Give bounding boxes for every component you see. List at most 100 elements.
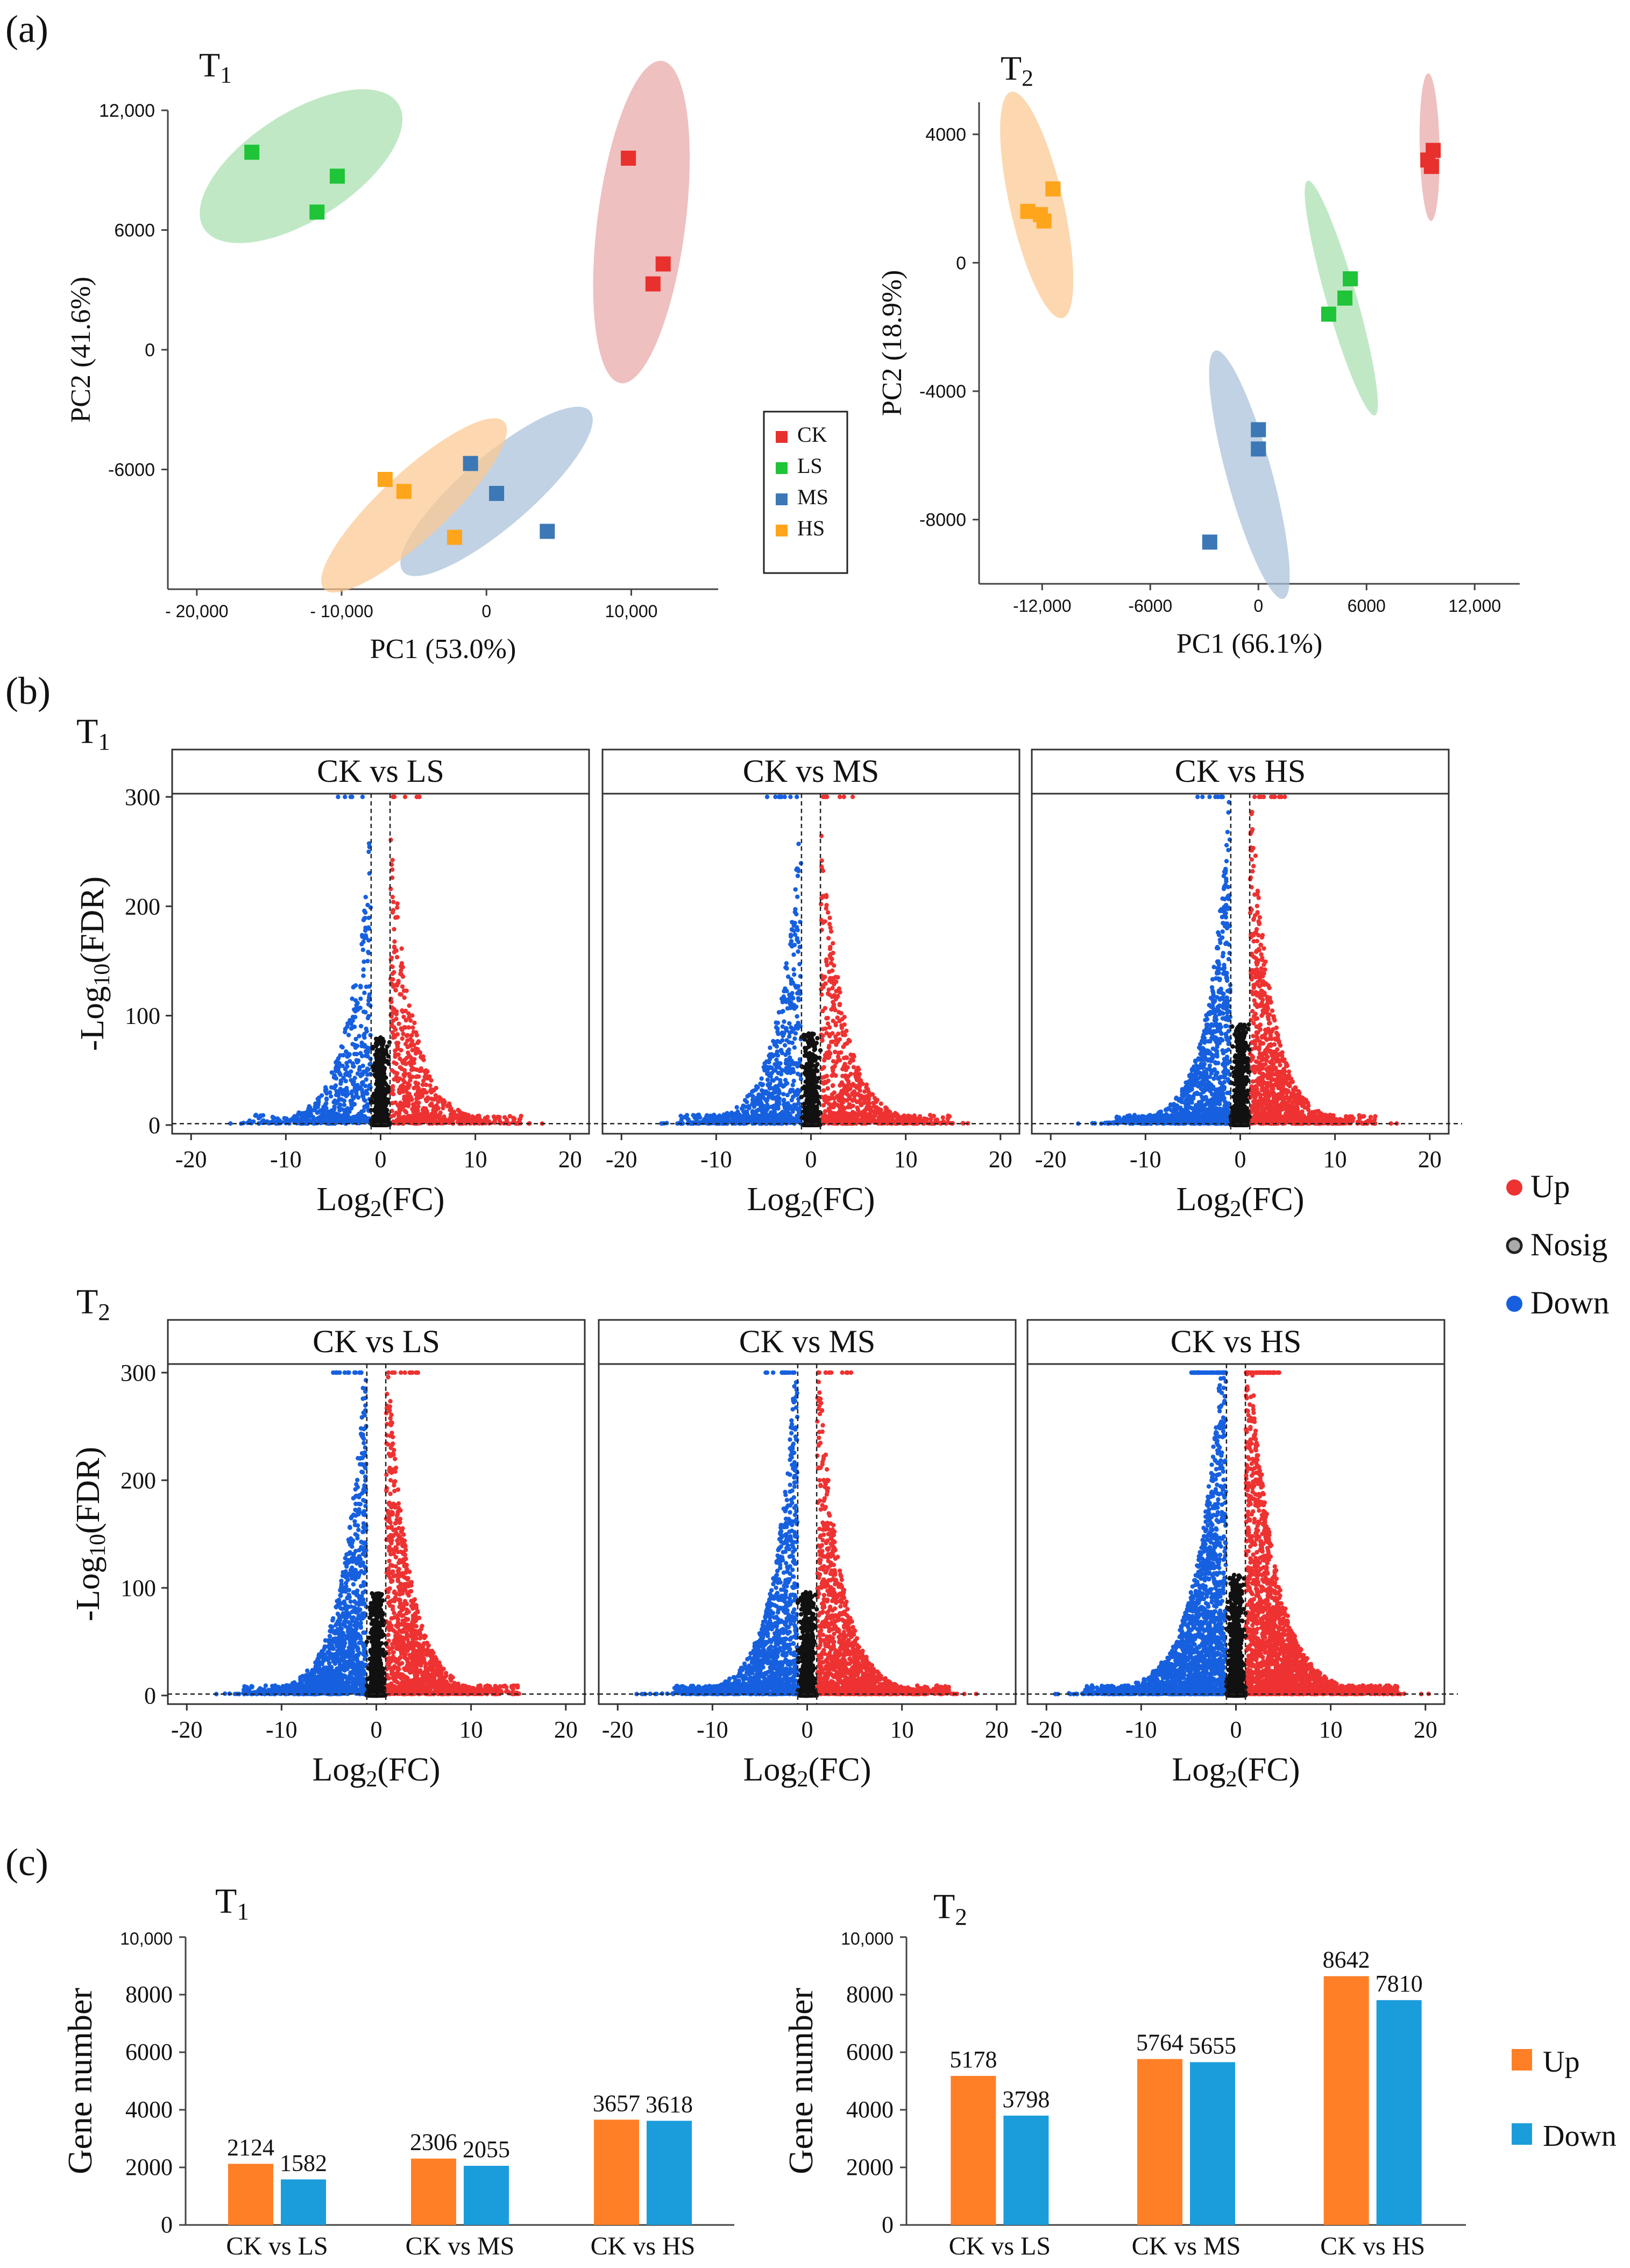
up-gene-point bbox=[396, 978, 401, 984]
down-gene-point bbox=[722, 1119, 727, 1124]
x-tick-label: 0 bbox=[481, 602, 491, 621]
up-gene-point bbox=[1250, 869, 1255, 874]
up-gene-point bbox=[409, 1033, 414, 1038]
down-gene-point bbox=[344, 1086, 349, 1091]
up-gene-point bbox=[841, 1044, 846, 1049]
pca-title: T1 bbox=[199, 46, 232, 88]
text-part: T bbox=[76, 712, 98, 751]
down-gene-point bbox=[349, 1098, 355, 1104]
down-gene-point bbox=[345, 1070, 350, 1075]
up-gene-point bbox=[823, 1026, 828, 1031]
up-gene-point bbox=[826, 936, 831, 941]
y-tick-label: 12,000 bbox=[99, 101, 155, 121]
nosig-gene-point bbox=[384, 1112, 388, 1118]
up-gene-point bbox=[411, 1029, 416, 1035]
panel-label-b: (b) bbox=[5, 669, 51, 712]
nosig-gene-point bbox=[805, 1064, 810, 1069]
up-gene-point bbox=[871, 1100, 876, 1106]
up-gene-point bbox=[395, 1071, 400, 1076]
up-gene-point bbox=[391, 1018, 396, 1023]
sample-point-MS bbox=[489, 486, 505, 501]
down-gene-point bbox=[363, 910, 368, 915]
down-gene-point bbox=[363, 915, 367, 921]
up-gene-point bbox=[402, 794, 408, 800]
y-tick-label: -6000 bbox=[108, 460, 155, 481]
up-gene-point bbox=[851, 1065, 856, 1070]
x-tick-label: 20 bbox=[558, 1146, 582, 1172]
up-gene-point bbox=[852, 1054, 856, 1059]
down-gene-point bbox=[796, 842, 801, 846]
up-gene-point bbox=[842, 1033, 847, 1037]
down-gene-point bbox=[313, 1101, 318, 1106]
up-gene-point bbox=[842, 1086, 847, 1091]
up-gene-point bbox=[832, 1006, 837, 1011]
up-gene-point bbox=[837, 1092, 842, 1097]
nosig-gene-point bbox=[805, 1100, 810, 1105]
up-gene-point bbox=[1270, 1008, 1275, 1013]
down-gene-point bbox=[344, 1061, 349, 1065]
up-gene-point bbox=[837, 1114, 842, 1119]
up-gene-point bbox=[831, 1083, 835, 1088]
down-gene-point bbox=[333, 1084, 338, 1089]
up-gene-point bbox=[866, 1106, 870, 1111]
up-gene-point bbox=[858, 1101, 863, 1106]
up-gene-point bbox=[853, 1084, 858, 1089]
down-gene-point bbox=[781, 1092, 786, 1097]
up-gene-point bbox=[403, 1062, 408, 1066]
up-gene-point bbox=[434, 1085, 438, 1091]
up-gene-point bbox=[389, 955, 394, 960]
up-gene-point bbox=[933, 1118, 938, 1123]
down-gene-point bbox=[358, 1023, 364, 1029]
down-gene-point bbox=[782, 794, 787, 800]
up-gene-point bbox=[906, 1113, 911, 1118]
down-gene-point bbox=[336, 1105, 342, 1110]
up-gene-point bbox=[854, 1077, 860, 1083]
down-gene-point bbox=[360, 794, 365, 800]
up-gene-point bbox=[823, 794, 828, 800]
up-gene-point bbox=[927, 1113, 933, 1118]
up-gene-point bbox=[405, 1091, 410, 1096]
legend-swatch-LS bbox=[776, 462, 788, 474]
down-gene-point bbox=[762, 1061, 767, 1066]
up-gene-point bbox=[824, 1031, 829, 1036]
sample-point-CK bbox=[1423, 159, 1439, 174]
up-gene-point bbox=[866, 1095, 871, 1100]
up-gene-point bbox=[426, 1096, 431, 1101]
down-gene-point bbox=[350, 1061, 356, 1066]
nosig-gene-point bbox=[385, 1086, 389, 1092]
x-tick-label: -10 bbox=[270, 1146, 302, 1172]
down-gene-point bbox=[343, 1029, 348, 1035]
up-gene-point bbox=[1250, 827, 1255, 832]
down-gene-point bbox=[345, 1024, 350, 1029]
up-gene-point bbox=[392, 939, 397, 944]
down-gene-point bbox=[364, 1077, 369, 1082]
down-gene-point bbox=[343, 1078, 348, 1084]
up-gene-point bbox=[830, 986, 835, 991]
down-gene-point bbox=[361, 1108, 366, 1113]
up-gene-point bbox=[395, 915, 400, 920]
down-gene-point bbox=[795, 873, 800, 879]
up-gene-point bbox=[854, 1068, 859, 1073]
up-gene-point bbox=[417, 1050, 422, 1055]
down-gene-point bbox=[270, 1114, 275, 1120]
y-tick-label: 300 bbox=[125, 784, 160, 810]
y-tick-label: 0 bbox=[148, 1112, 160, 1139]
down-gene-point bbox=[352, 1051, 357, 1057]
up-gene-point bbox=[837, 1009, 841, 1015]
up-gene-point bbox=[429, 1103, 434, 1108]
x-tick-label: 10 bbox=[894, 1146, 918, 1172]
down-gene-point bbox=[363, 928, 368, 933]
up-gene-point bbox=[823, 1109, 828, 1114]
up-gene-point bbox=[392, 794, 397, 800]
up-gene-point bbox=[940, 1115, 945, 1120]
sample-point-HS bbox=[377, 472, 393, 487]
down-gene-point bbox=[792, 1036, 797, 1041]
up-gene-point bbox=[820, 983, 825, 988]
up-gene-point bbox=[407, 1060, 412, 1065]
up-gene-point bbox=[827, 915, 832, 921]
down-gene-point bbox=[790, 1040, 795, 1045]
up-gene-point bbox=[393, 1027, 398, 1032]
up-gene-point bbox=[850, 1098, 855, 1103]
down-gene-point bbox=[323, 1102, 328, 1107]
